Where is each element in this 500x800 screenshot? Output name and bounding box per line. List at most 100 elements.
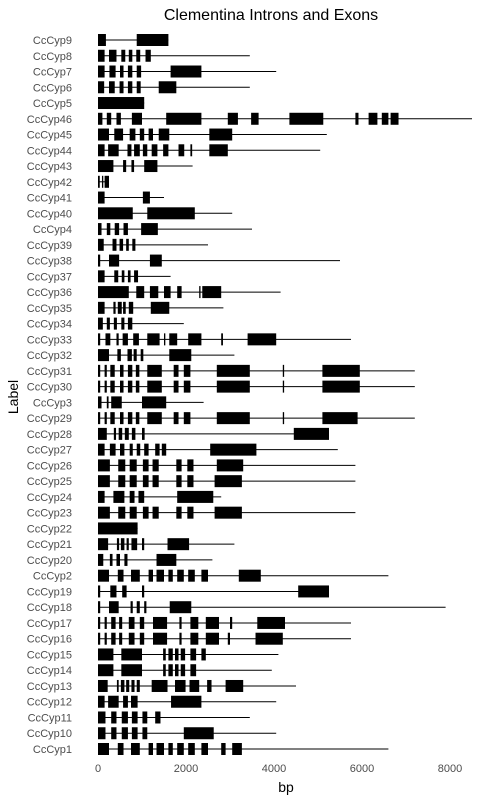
exon-block xyxy=(214,506,242,519)
exon-block xyxy=(142,459,149,472)
exon-block xyxy=(368,112,378,125)
exon-block xyxy=(98,459,110,472)
genes-layer: CcCyp9 CcCyp8 CcCyp7 CcCyp6 CcCyp5 CcCyp46 CcC… xyxy=(27,34,472,756)
exon-block xyxy=(126,238,129,251)
exon-block xyxy=(120,364,124,377)
exon-block xyxy=(98,65,105,78)
exon-block xyxy=(147,333,160,346)
exon-block xyxy=(190,648,197,661)
exon-block xyxy=(114,270,119,283)
exon-block xyxy=(117,743,124,755)
exon-block xyxy=(98,191,105,204)
exon-block xyxy=(142,396,167,409)
exon-block xyxy=(142,475,149,488)
exon-block xyxy=(124,553,128,566)
exon-block xyxy=(205,632,219,645)
exon-block xyxy=(177,286,182,299)
exon-block xyxy=(142,711,148,724)
exon-block xyxy=(133,349,137,362)
exon-block xyxy=(121,317,125,330)
exon-block xyxy=(177,490,214,503)
gene-row: CcCyp35 xyxy=(27,301,224,315)
exon-block xyxy=(175,664,179,677)
exon-block xyxy=(142,585,145,598)
exon-block xyxy=(116,112,121,125)
gene-row: CcCyp46 xyxy=(27,112,472,126)
exon-block xyxy=(123,695,128,708)
exon-block xyxy=(176,506,182,519)
exon-block xyxy=(152,475,159,488)
exon-block xyxy=(205,616,219,629)
exon-block xyxy=(140,349,144,362)
chart-title: Clementina Introns and Exons xyxy=(164,7,378,24)
exon-block xyxy=(128,616,135,629)
exon-block xyxy=(221,333,223,346)
x-axis-title: bp xyxy=(278,779,294,795)
y-tick-label: CcCyp31 xyxy=(27,366,72,378)
exon-block xyxy=(177,569,184,582)
exon-block xyxy=(104,175,109,188)
exon-block xyxy=(142,191,150,204)
exon-block xyxy=(153,616,168,629)
exon-block xyxy=(111,632,116,645)
exon-block xyxy=(176,459,182,472)
exon-block xyxy=(109,254,120,267)
exon-block xyxy=(188,569,195,582)
exon-block xyxy=(131,727,138,740)
exon-block xyxy=(129,506,137,519)
y-tick-label: CcCyp17 xyxy=(27,618,72,630)
exon-block xyxy=(247,333,277,346)
exon-block xyxy=(289,112,324,125)
exon-block xyxy=(105,333,111,346)
y-tick-label: CcCyp7 xyxy=(33,67,72,79)
x-tick-label: 6000 xyxy=(350,763,374,775)
exon-block xyxy=(98,711,106,724)
gene-row: CcCyp37 xyxy=(27,270,171,283)
exon-block xyxy=(225,679,244,692)
y-tick-label: CcCyp13 xyxy=(27,681,72,693)
exon-block xyxy=(179,632,182,645)
y-tick-label: CcCyp27 xyxy=(27,445,72,457)
exon-block xyxy=(122,333,128,346)
exon-block xyxy=(134,144,140,157)
y-tick-label: CcCyp35 xyxy=(27,303,72,315)
exon-block xyxy=(124,427,129,440)
exon-block xyxy=(142,538,145,551)
exon-block xyxy=(127,270,131,283)
exon-block xyxy=(109,601,119,614)
exon-block xyxy=(163,664,166,677)
exon-block xyxy=(98,34,106,46)
exon-block xyxy=(131,427,136,440)
exon-block xyxy=(129,443,133,456)
exon-block xyxy=(128,301,134,314)
exon-block xyxy=(110,585,117,598)
exon-block xyxy=(98,301,105,314)
gene-row: CcCyp38 xyxy=(27,254,340,268)
exon-block xyxy=(138,490,145,503)
y-tick-label: CcCyp23 xyxy=(27,508,72,520)
y-tick-label: CcCyp45 xyxy=(27,130,72,142)
gene-row: CcCyp34 xyxy=(27,317,184,331)
exon-block xyxy=(131,538,138,551)
exon-block xyxy=(282,380,285,393)
exon-block xyxy=(131,679,135,692)
exon-block xyxy=(216,380,250,393)
exon-block xyxy=(152,459,159,472)
exon-block xyxy=(98,664,114,677)
exon-block xyxy=(190,144,193,157)
exon-block xyxy=(123,160,127,173)
exon-block xyxy=(109,49,117,62)
y-tick-label: CcCyp46 xyxy=(27,114,72,126)
exon-block xyxy=(164,286,171,299)
exon-block xyxy=(98,223,102,236)
exon-block xyxy=(131,112,142,125)
exon-block xyxy=(98,443,105,456)
y-tick-label: CcCyp43 xyxy=(27,161,72,173)
gene-row: CcCyp16 xyxy=(27,632,351,646)
exon-block xyxy=(129,490,135,503)
exon-block xyxy=(98,553,104,566)
exon-block xyxy=(106,396,109,409)
exon-block xyxy=(136,679,140,692)
exon-block xyxy=(158,128,170,141)
exon-block xyxy=(155,711,161,724)
